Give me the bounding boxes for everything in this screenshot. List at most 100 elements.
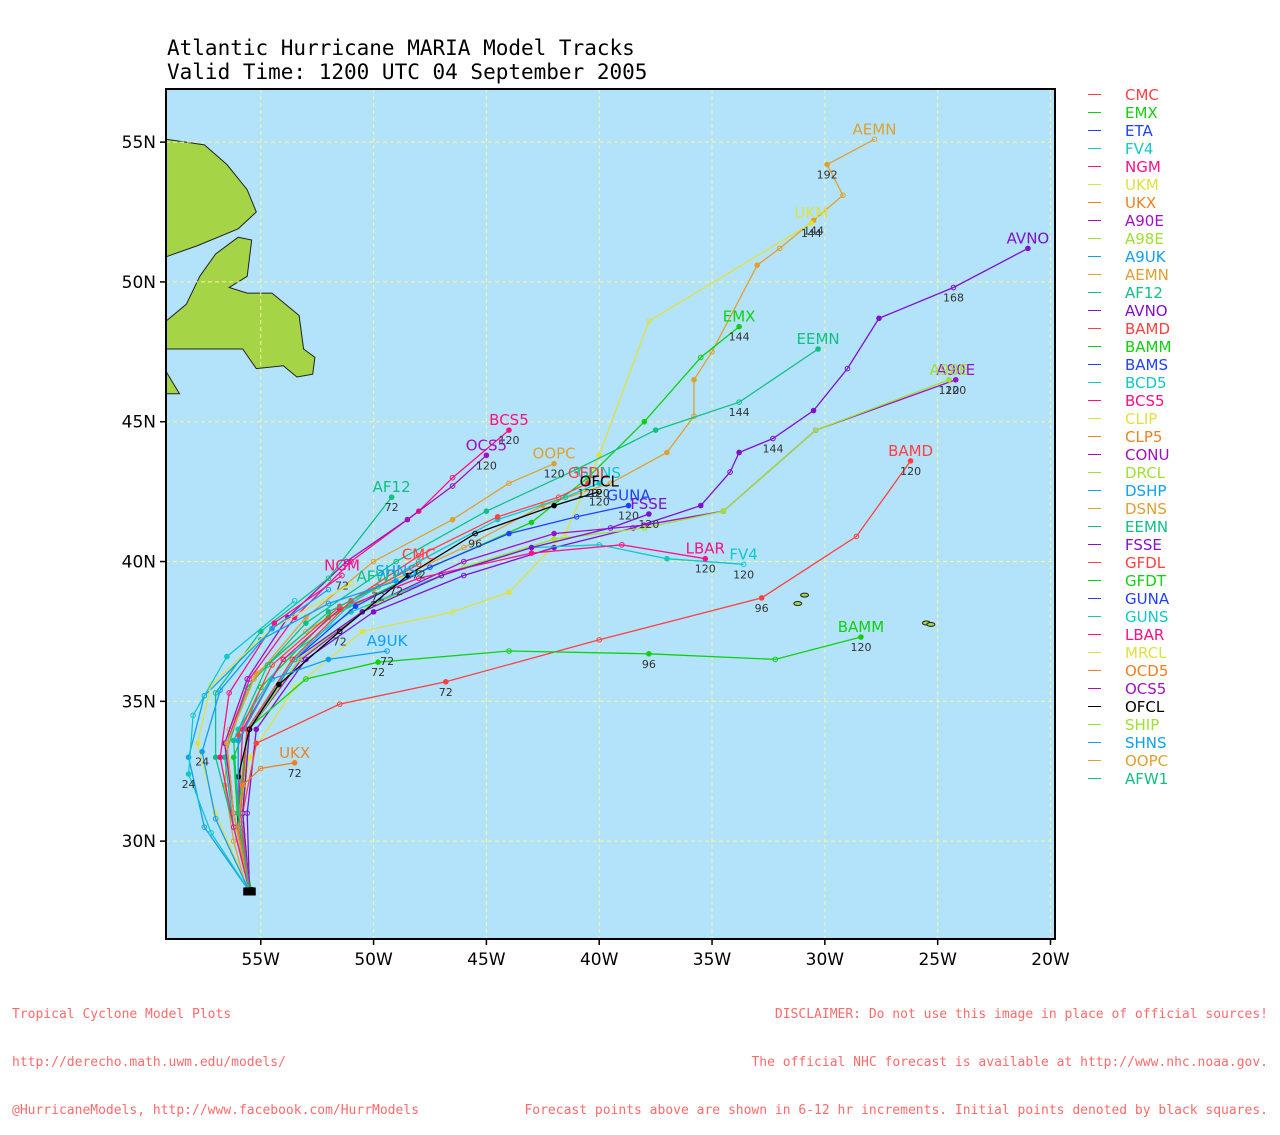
legend-label: DSNS	[1125, 500, 1167, 518]
legend-item-eemn: EEMN	[1088, 518, 1278, 536]
forecast-hour-label: 168	[943, 292, 964, 305]
track-name-label: NGM	[324, 557, 360, 575]
track-point	[190, 712, 196, 719]
track-point	[625, 502, 632, 509]
forecast-hour-label: 120	[618, 510, 639, 523]
track-point	[244, 676, 251, 682]
legend-item-drcl: DRCL	[1088, 464, 1278, 482]
track-point	[853, 533, 860, 540]
legend-item-ngm: NGM	[1088, 158, 1278, 176]
island-shape	[793, 600, 803, 606]
legend-item-cmc: CMC	[1088, 86, 1278, 104]
legend-label: UKM	[1125, 176, 1159, 194]
legend-swatch	[1088, 508, 1101, 509]
track-point	[950, 284, 957, 291]
track-point	[264, 662, 271, 668]
track-a98e: 120 A98E	[237, 361, 969, 896]
track-point	[194, 740, 201, 747]
track-point	[415, 558, 422, 565]
forecast-hour-label: 72	[333, 635, 347, 648]
track-point	[291, 597, 298, 604]
track-point	[388, 494, 395, 501]
track-point	[370, 609, 377, 615]
track-name-label: SHNS	[375, 562, 417, 580]
track-name-label: UKM	[794, 204, 828, 222]
legend-label: SHIP	[1125, 716, 1160, 734]
legend-swatch	[1088, 112, 1101, 113]
track-name-label: A98E	[930, 361, 969, 379]
legend-label: ETA	[1125, 122, 1153, 140]
track-line	[187, 600, 296, 892]
track-point	[551, 460, 557, 467]
forecast-hour-label: 120	[589, 496, 610, 509]
track-point	[607, 480, 614, 487]
legend-swatch	[1088, 400, 1101, 401]
track-point	[562, 530, 569, 537]
legend-item-bamd: BAMD	[1088, 320, 1278, 338]
legend-swatch	[1088, 760, 1101, 761]
track-point	[438, 572, 445, 579]
legend-item-bcs5: BCS5	[1088, 392, 1278, 410]
model-legend: CMC EMX ETA FV4 NGM UKM UKX A90E A98E A9UK AEMN AF1…	[1088, 86, 1278, 788]
track-point	[212, 754, 219, 761]
track-point	[585, 480, 591, 487]
legend-swatch	[1088, 652, 1101, 653]
forecast-hour-label: 144	[729, 406, 750, 419]
legend-label: CMC	[1125, 86, 1159, 104]
track-point	[415, 569, 422, 576]
ocean-background	[166, 89, 1055, 939]
track-point	[224, 653, 230, 660]
track-point	[871, 136, 878, 143]
track-name-label: BAMM	[838, 618, 884, 636]
track-point	[946, 376, 952, 383]
forecast-hour-label: 72	[335, 580, 349, 593]
legend-item-dshp: DSHP	[1088, 482, 1278, 500]
legend-label: CLIP	[1125, 410, 1158, 428]
track-point	[415, 553, 422, 559]
track-point	[461, 572, 467, 579]
forecast-hour-label: 24	[195, 756, 209, 769]
track-name-label: EMX	[723, 308, 756, 326]
track-point	[573, 513, 580, 520]
legend-swatch	[1088, 364, 1101, 365]
track-point	[664, 449, 670, 456]
legend-item-ukx: UKX	[1088, 194, 1278, 212]
legend-item-bamm: BAMM	[1088, 338, 1278, 356]
legend-swatch	[1088, 184, 1101, 185]
forecast-hour-label: 72	[371, 591, 385, 604]
legend-swatch	[1088, 238, 1101, 239]
legend-swatch	[1088, 634, 1101, 635]
track-point	[506, 530, 512, 537]
track-point	[772, 656, 779, 663]
legend-item-af12: AF12	[1088, 284, 1278, 302]
legend-label: CONU	[1125, 446, 1170, 464]
track-name-label: GUNA	[607, 487, 652, 505]
track-point	[336, 628, 343, 635]
forecast-hour-label: 120	[900, 465, 921, 478]
track-point	[596, 637, 603, 643]
legend-item-ocs5: OCS5	[1088, 680, 1278, 698]
track-point	[246, 726, 253, 733]
track-name-label: OOPC	[533, 445, 576, 463]
legend-item-bams: BAMS	[1088, 356, 1278, 374]
legend-item-fsse: FSSE	[1088, 536, 1278, 554]
track-point	[325, 609, 332, 615]
initial-point-square	[245, 887, 254, 896]
legend-label: EMX	[1125, 104, 1158, 122]
track-point	[291, 760, 298, 766]
track-line	[201, 588, 329, 892]
legend-swatch	[1088, 148, 1101, 149]
legend-swatch	[1088, 706, 1101, 707]
forecast-hour-label: 192	[817, 168, 838, 181]
forecast-hour-label: 72	[380, 655, 394, 668]
legend-label: AF12	[1125, 284, 1163, 302]
track-point	[393, 558, 399, 565]
legend-swatch	[1088, 328, 1101, 329]
track-point	[754, 262, 760, 268]
forecast-hour-label: 96	[642, 658, 656, 671]
lon-tick-label: 45W	[467, 950, 506, 970]
track-point	[596, 480, 603, 487]
legend-label: DRCL	[1125, 464, 1166, 482]
track-name-label: AFW1	[356, 568, 399, 586]
footer-right-line-1: DISCLAIMER: Do not use this image in pla…	[774, 1007, 1268, 1022]
